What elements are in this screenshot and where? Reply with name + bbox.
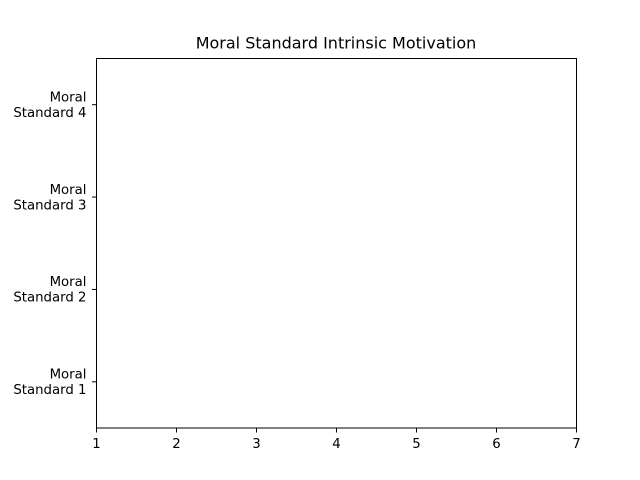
y-tick-label: Moral Standard 1 [13,368,86,399]
x-axis: 1 2 3 4 5 6 7 [92,428,581,452]
plot-area-frame [96,58,577,429]
y-tick-label-line: Standard 3 [13,198,86,213]
y-tick-label: Moral Standard 2 [13,275,86,306]
x-tick-label: 1 [92,437,100,452]
x-tick-label: 6 [492,437,500,452]
y-tick-label-line: Standard 1 [13,383,86,398]
x-tick-label: 3 [252,437,260,452]
x-tick-label: 5 [412,437,420,452]
y-tick-label: Moral Standard 4 [13,90,86,121]
y-tick-label-line: Moral [50,183,87,198]
y-tick-label: Moral Standard 3 [13,183,86,214]
x-tick-label: 4 [332,437,340,452]
y-tick-label-line: Moral [50,368,87,383]
chart-title: Moral Standard Intrinsic Motivation [196,34,477,53]
y-tick-label-line: Standard 2 [13,291,86,306]
y-tick-label-line: Standard 4 [13,106,86,121]
y-tick-label-line: Moral [50,90,87,105]
y-tick-label-line: Moral [50,275,87,290]
x-tick-label: 7 [572,437,580,452]
x-tick-label: 2 [172,437,180,452]
